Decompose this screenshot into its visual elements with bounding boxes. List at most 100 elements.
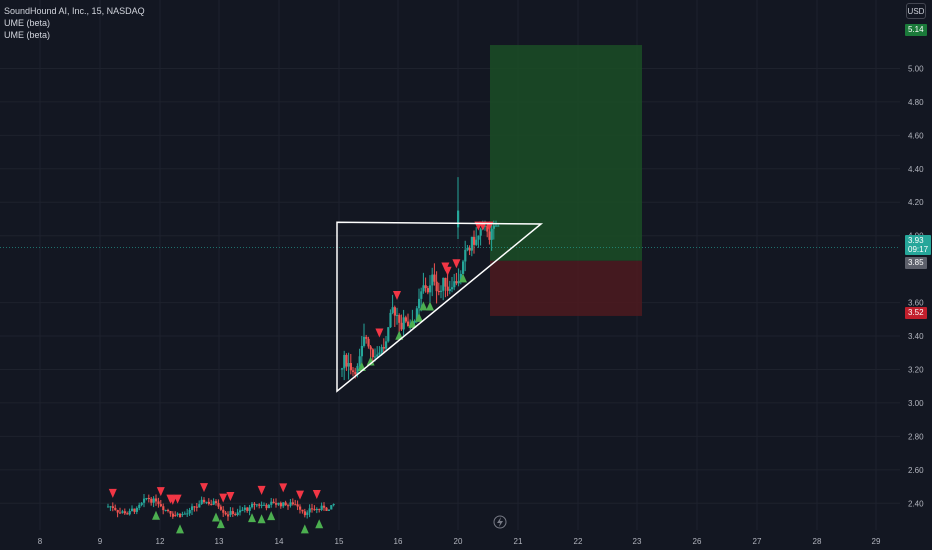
candle-body xyxy=(188,510,191,514)
candle-body xyxy=(215,501,218,504)
signal-markers xyxy=(108,221,494,534)
candle-body xyxy=(212,501,215,505)
buy-signal-arrow xyxy=(176,524,184,534)
candle-body xyxy=(413,320,416,323)
candle-body xyxy=(311,508,314,510)
candle-body xyxy=(415,308,418,321)
indicator-label-1[interactable]: UME (beta) xyxy=(4,18,51,28)
chart-overlays xyxy=(493,515,507,529)
candle-body xyxy=(374,356,377,358)
candle-body xyxy=(277,502,280,505)
buy-signal-arrow xyxy=(408,318,417,328)
candle-body xyxy=(466,247,469,250)
time-tick-label: 14 xyxy=(275,537,284,546)
candle-body xyxy=(265,504,268,509)
candle-body xyxy=(424,285,427,289)
candle-body xyxy=(195,506,198,508)
candle-body xyxy=(150,498,153,503)
time-tick-label: 21 xyxy=(514,537,523,546)
buy-signal-arrow xyxy=(300,524,309,534)
currency-button[interactable]: USD xyxy=(906,3,926,19)
candle-body xyxy=(294,504,297,506)
candle-body xyxy=(327,509,330,511)
candle-body xyxy=(358,356,361,367)
candle-body xyxy=(431,274,434,286)
candle-body xyxy=(203,499,206,503)
candle-body xyxy=(349,363,352,371)
candle-body xyxy=(470,236,473,251)
events-icon xyxy=(493,515,507,529)
candle-body xyxy=(369,346,372,350)
stop-price-badge: 3.52 xyxy=(905,307,927,319)
candle-body xyxy=(174,514,177,516)
candle-body xyxy=(387,327,390,342)
candle-body xyxy=(116,509,119,513)
sell-signal-arrow xyxy=(168,495,177,505)
indicator-label-2[interactable]: UME (beta) xyxy=(4,30,51,40)
candle-body xyxy=(446,286,449,291)
time-tick-label: 13 xyxy=(215,537,224,546)
position-tool[interactable] xyxy=(0,45,900,316)
price-tick-label: 2.60 xyxy=(908,466,924,475)
candle-body xyxy=(296,504,299,507)
candle-body xyxy=(138,504,141,508)
candle-body xyxy=(279,502,282,507)
candle-body xyxy=(320,505,323,510)
candle-body xyxy=(219,506,222,510)
candle-body xyxy=(363,336,366,346)
candle-body xyxy=(303,511,306,516)
triangle-pattern-drawing[interactable] xyxy=(336,221,544,393)
candle-body xyxy=(191,506,194,511)
candle-body xyxy=(306,512,309,515)
candle-body xyxy=(385,341,388,349)
triangle-outline xyxy=(336,221,544,393)
sell-signal-arrow xyxy=(443,266,452,276)
buy-signal-arrow xyxy=(152,510,160,520)
candle-body xyxy=(457,210,460,228)
candle-body xyxy=(282,502,285,507)
profit-zone xyxy=(490,45,642,261)
candle-body xyxy=(186,513,189,515)
candle-body xyxy=(433,274,436,282)
buy-signal-arrow xyxy=(257,514,266,524)
sell-signal-arrow xyxy=(108,488,117,498)
candle-body xyxy=(284,502,287,506)
candle-body xyxy=(468,247,471,251)
time-axis[interactable]: 8 9 12 13 14 15 16 20 21 22 23 26 27 28 29 xyxy=(38,537,881,546)
candle-body xyxy=(287,505,290,507)
candle-body xyxy=(389,312,392,328)
symbol-title[interactable]: SoundHound AI, Inc., 15, NASDAQ xyxy=(4,6,145,16)
candle-body xyxy=(143,498,146,503)
candle-body xyxy=(231,511,234,514)
candle-body xyxy=(251,503,254,508)
price-tick-label: 4.20 xyxy=(908,198,924,207)
candle-body xyxy=(227,514,230,517)
candle-body xyxy=(462,261,465,274)
price-tick-label: 2.40 xyxy=(908,499,924,508)
candle-body xyxy=(291,502,294,505)
candle-body xyxy=(162,506,165,511)
candle-body xyxy=(490,228,493,240)
buy-signal-arrow xyxy=(366,356,375,366)
candle-body xyxy=(313,509,316,511)
price-axis[interactable]: 5.004.804.604.404.204.003.603.403.203.00… xyxy=(908,64,924,508)
candle-body xyxy=(167,509,170,511)
candle-body xyxy=(111,506,114,508)
candle-body xyxy=(473,236,476,245)
candle-body xyxy=(128,510,131,515)
sell-signal-arrow xyxy=(200,483,208,493)
candle-body xyxy=(484,225,487,227)
candle-body xyxy=(275,503,278,505)
candle-body xyxy=(239,510,242,513)
buy-signal-arrow xyxy=(426,301,434,311)
candle-body xyxy=(107,506,110,508)
candle-body xyxy=(169,510,172,514)
candle-body xyxy=(422,285,425,292)
candle-body xyxy=(318,509,321,511)
candle-body xyxy=(236,512,239,515)
candle-body xyxy=(301,509,304,512)
target-price-badge: 5.14 xyxy=(905,24,927,36)
candle-body xyxy=(210,503,213,505)
loss-zone xyxy=(490,260,642,316)
